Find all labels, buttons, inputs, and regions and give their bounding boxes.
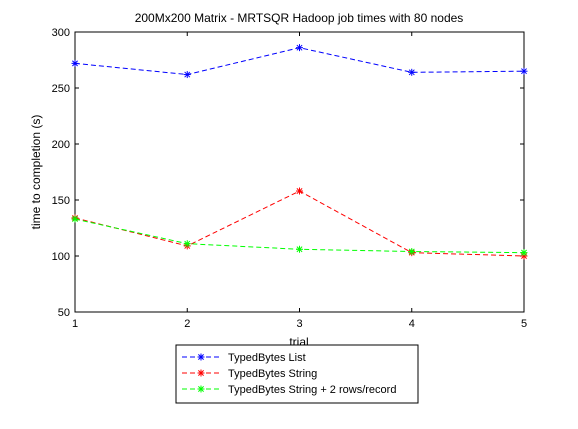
legend-entry: TypedBytes List (182, 352, 306, 364)
series-3-point (71, 215, 79, 223)
x-tick-label: 1 (72, 318, 78, 330)
y-axis-ticks: 50 100 150 200 250 300 (52, 27, 524, 319)
series-1-point (71, 59, 79, 67)
series-layer (71, 44, 528, 260)
y-axis-label: time to completion (s) (29, 115, 43, 230)
series-2-point (296, 187, 303, 195)
series-1-point (520, 67, 528, 75)
legend: TypedBytes List TypedBytes String TypedByt… (175, 344, 419, 404)
legend-marker (197, 353, 205, 361)
legend-marker (197, 385, 205, 393)
y-tick-label: 200 (52, 139, 70, 151)
x-tick-label: 2 (184, 318, 190, 330)
legend-box (175, 344, 419, 404)
x-tick-label: 3 (296, 318, 302, 330)
x-tick-label: 5 (521, 318, 527, 330)
legend-marker (197, 369, 205, 377)
x-tick-label: 4 (409, 318, 415, 330)
series-3-point (520, 249, 528, 257)
y-tick-label: 250 (52, 83, 70, 95)
series-1-point (408, 68, 416, 76)
y-tick-label: 100 (52, 251, 70, 263)
legend-entry: TypedBytes String (182, 368, 317, 380)
chart-title: 200Mx200 Matrix - MRTSQR Hadoop job time… (135, 11, 464, 25)
legend-label: TypedBytes String (228, 368, 317, 380)
plot-area (74, 31, 525, 313)
series-3-point (296, 245, 303, 253)
legend-label: TypedBytes String + 2 rows/record (228, 384, 396, 396)
series-3-point (408, 248, 416, 256)
x-axis-ticks: 1 2 3 4 5 (72, 32, 527, 330)
y-tick-label: 50 (58, 307, 70, 319)
series-3-point (183, 240, 191, 248)
y-tick-label: 300 (52, 27, 70, 39)
series-1-point (183, 71, 191, 79)
series-1-point (296, 44, 303, 52)
legend-label: TypedBytes List (228, 352, 306, 364)
legend-entry: TypedBytes String + 2 rows/record (182, 384, 396, 396)
y-tick-label: 150 (52, 195, 70, 207)
